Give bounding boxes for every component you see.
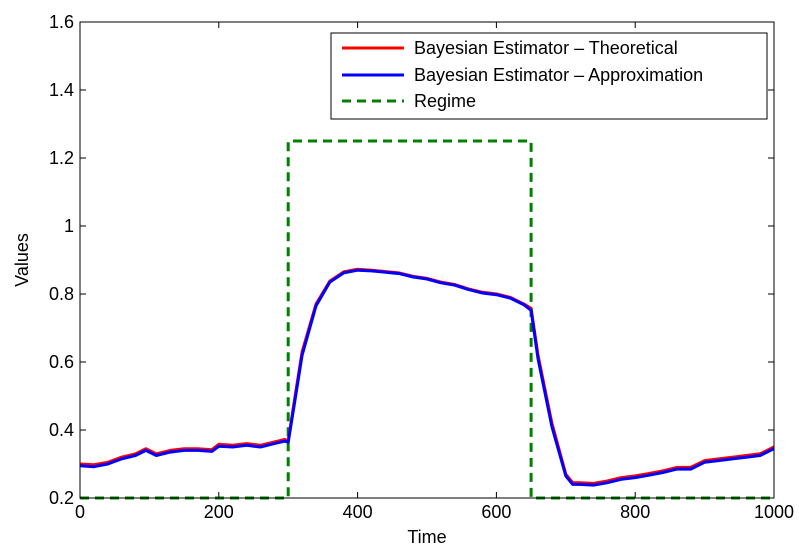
legend-label-theoretical: Bayesian Estimator – Theoretical <box>414 38 678 58</box>
x-tick-label: 0 <box>75 502 85 522</box>
y-axis-title: Values <box>12 233 32 287</box>
x-tick-label: 1000 <box>754 502 794 522</box>
x-tick-label: 400 <box>343 502 373 522</box>
y-tick-label: 1.2 <box>49 148 74 168</box>
y-tick-label: 1 <box>64 216 74 236</box>
y-tick-label: 0.4 <box>49 420 74 440</box>
plot-frame <box>79 21 775 499</box>
series-line-approximation <box>79 268 775 487</box>
x-axis-title: Time <box>407 527 446 547</box>
ticks-layer: 0 200 400 600 800 1000 0.2 0.4 0.6 0.8 1 1.2 1.4 1.6 <box>49 12 794 522</box>
y-tick-label: 1.6 <box>49 12 74 32</box>
x-tick-label: 600 <box>481 502 511 522</box>
x-tick-label: 200 <box>204 502 234 522</box>
y-tick-label: 0.8 <box>49 284 74 304</box>
y-tick-label: 0.6 <box>49 352 74 372</box>
series-line-regime <box>80 139 774 500</box>
legend-label-regime: Regime <box>414 91 476 111</box>
series-layer <box>79 139 775 500</box>
y-tick-label: 1.4 <box>49 80 74 100</box>
legend-label-approximation: Bayesian Estimator – Approximation <box>414 65 703 85</box>
legend: Bayesian Estimator – Theoretical Bayesia… <box>330 32 768 120</box>
y-tick-label: 0.2 <box>49 488 74 508</box>
x-tick-label: 800 <box>620 502 650 522</box>
